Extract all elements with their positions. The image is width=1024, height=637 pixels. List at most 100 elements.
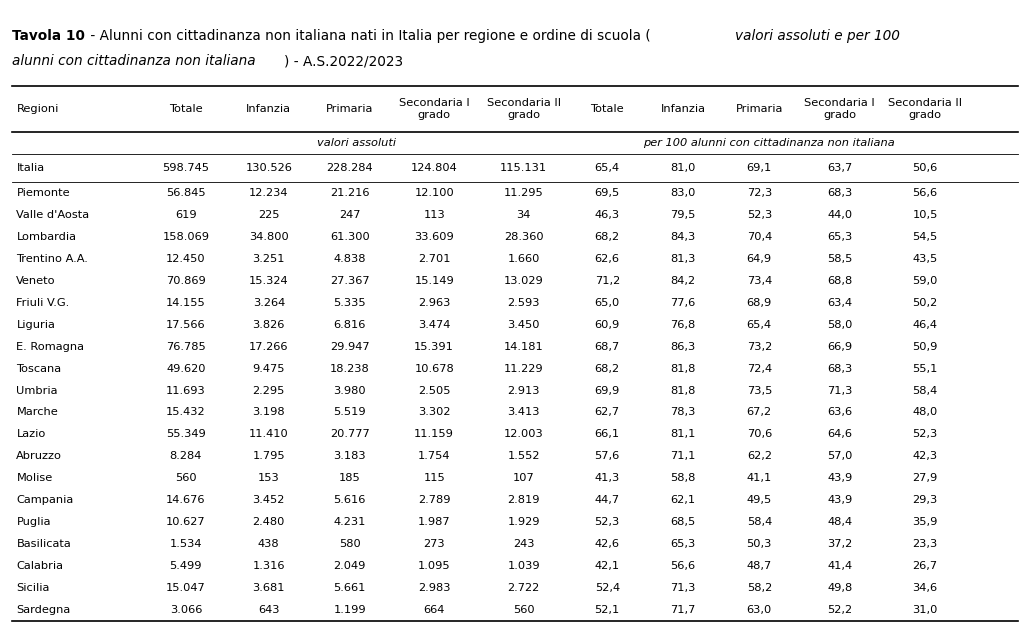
Text: Piemonte: Piemonte <box>16 189 70 198</box>
Text: Umbria: Umbria <box>16 385 58 396</box>
Text: 158.069: 158.069 <box>163 232 209 242</box>
Text: - Alunni con cittadinanza non italiana nati in Italia per regione e ordine di sc: - Alunni con cittadinanza non italiana n… <box>86 29 650 43</box>
Text: 619: 619 <box>175 210 197 220</box>
Text: 225: 225 <box>258 210 280 220</box>
Text: 70,4: 70,4 <box>746 232 772 242</box>
Text: 56.845: 56.845 <box>166 189 206 198</box>
Text: 70,6: 70,6 <box>746 429 772 440</box>
Text: 41,3: 41,3 <box>595 473 620 483</box>
Text: 72,3: 72,3 <box>746 189 772 198</box>
Text: 73,4: 73,4 <box>746 276 772 286</box>
Text: 66,9: 66,9 <box>827 341 852 352</box>
Text: 65,3: 65,3 <box>671 539 695 549</box>
Text: 57,6: 57,6 <box>595 451 620 461</box>
Text: 49,5: 49,5 <box>746 495 772 505</box>
Text: 71,7: 71,7 <box>671 605 695 615</box>
Text: 20.777: 20.777 <box>330 429 370 440</box>
Text: 34,6: 34,6 <box>912 583 938 592</box>
Text: Sardegna: Sardegna <box>16 605 71 615</box>
Text: 61.300: 61.300 <box>330 232 370 242</box>
Text: 66,1: 66,1 <box>595 429 620 440</box>
Text: 2.789: 2.789 <box>418 495 451 505</box>
Text: 78,3: 78,3 <box>671 408 695 417</box>
Text: 56,6: 56,6 <box>671 561 695 571</box>
Text: 2.819: 2.819 <box>508 495 540 505</box>
Text: 12.100: 12.100 <box>415 189 454 198</box>
Text: 33.609: 33.609 <box>415 232 454 242</box>
Text: 2.963: 2.963 <box>418 298 451 308</box>
Text: Puglia: Puglia <box>16 517 51 527</box>
Text: 2.295: 2.295 <box>253 385 285 396</box>
Text: 21.216: 21.216 <box>330 189 370 198</box>
Text: 81,8: 81,8 <box>671 385 695 396</box>
Text: E. Romagna: E. Romagna <box>16 341 84 352</box>
Text: 2.505: 2.505 <box>418 385 451 396</box>
Text: Primaria: Primaria <box>326 104 374 114</box>
Text: 67,2: 67,2 <box>746 408 772 417</box>
Text: 68,9: 68,9 <box>746 298 772 308</box>
Text: 42,3: 42,3 <box>912 451 938 461</box>
Text: 273: 273 <box>423 539 445 549</box>
Text: 57,0: 57,0 <box>827 451 852 461</box>
Text: 46,3: 46,3 <box>595 210 620 220</box>
Text: 17.266: 17.266 <box>249 341 289 352</box>
Text: alunni con cittadinanza non italiana: alunni con cittadinanza non italiana <box>12 54 256 68</box>
Text: 65,0: 65,0 <box>595 298 620 308</box>
Text: 64,9: 64,9 <box>746 254 772 264</box>
Text: 41,4: 41,4 <box>827 561 852 571</box>
Text: Totale: Totale <box>591 104 624 114</box>
Text: 48,7: 48,7 <box>746 561 772 571</box>
Text: 63,0: 63,0 <box>746 605 772 615</box>
Text: 438: 438 <box>258 539 280 549</box>
Text: 11.295: 11.295 <box>504 189 544 198</box>
Text: 28.360: 28.360 <box>504 232 544 242</box>
Text: 68,3: 68,3 <box>827 189 852 198</box>
Text: 9.475: 9.475 <box>253 364 285 374</box>
Text: 3.826: 3.826 <box>253 320 285 330</box>
Text: 68,2: 68,2 <box>595 232 620 242</box>
Text: Valle d'Aosta: Valle d'Aosta <box>16 210 89 220</box>
Text: 2.049: 2.049 <box>334 561 366 571</box>
Text: 14.155: 14.155 <box>166 298 206 308</box>
Text: 77,6: 77,6 <box>671 298 695 308</box>
Text: 52,3: 52,3 <box>912 429 938 440</box>
Text: 11.410: 11.410 <box>249 429 289 440</box>
Text: Italia: Italia <box>16 163 44 173</box>
Text: Liguria: Liguria <box>16 320 55 330</box>
Text: 58,5: 58,5 <box>827 254 852 264</box>
Text: 185: 185 <box>339 473 360 483</box>
Text: 42,1: 42,1 <box>595 561 620 571</box>
Text: 3.198: 3.198 <box>253 408 285 417</box>
Text: Totale: Totale <box>169 104 203 114</box>
Text: 12.450: 12.450 <box>166 254 206 264</box>
Text: 52,1: 52,1 <box>595 605 620 615</box>
Text: 11.159: 11.159 <box>415 429 454 440</box>
Text: 72,4: 72,4 <box>746 364 772 374</box>
Text: 10,5: 10,5 <box>912 210 938 220</box>
Text: Secondaria I
grado: Secondaria I grado <box>398 98 470 120</box>
Text: 14.676: 14.676 <box>166 495 206 505</box>
Text: Toscana: Toscana <box>16 364 61 374</box>
Text: 63,7: 63,7 <box>827 163 852 173</box>
Text: 63,6: 63,6 <box>827 408 852 417</box>
Text: 55.349: 55.349 <box>166 429 206 440</box>
Text: 11.693: 11.693 <box>166 385 206 396</box>
Text: Lombardia: Lombardia <box>16 232 77 242</box>
Text: 3.681: 3.681 <box>253 583 285 592</box>
Text: 81,3: 81,3 <box>671 254 695 264</box>
Text: Campania: Campania <box>16 495 74 505</box>
Text: 71,1: 71,1 <box>671 451 695 461</box>
Text: 50,6: 50,6 <box>912 163 938 173</box>
Text: 2.722: 2.722 <box>508 583 540 592</box>
Text: Veneto: Veneto <box>16 276 56 286</box>
Text: 1.929: 1.929 <box>508 517 540 527</box>
Text: 68,5: 68,5 <box>671 517 695 527</box>
Text: 15.432: 15.432 <box>166 408 206 417</box>
Text: 3.452: 3.452 <box>253 495 285 505</box>
Text: 44,0: 44,0 <box>827 210 852 220</box>
Text: 84,2: 84,2 <box>671 276 695 286</box>
Text: 76.785: 76.785 <box>166 341 206 352</box>
Text: 3.474: 3.474 <box>418 320 451 330</box>
Text: 4.838: 4.838 <box>334 254 366 264</box>
Text: 42,6: 42,6 <box>595 539 620 549</box>
